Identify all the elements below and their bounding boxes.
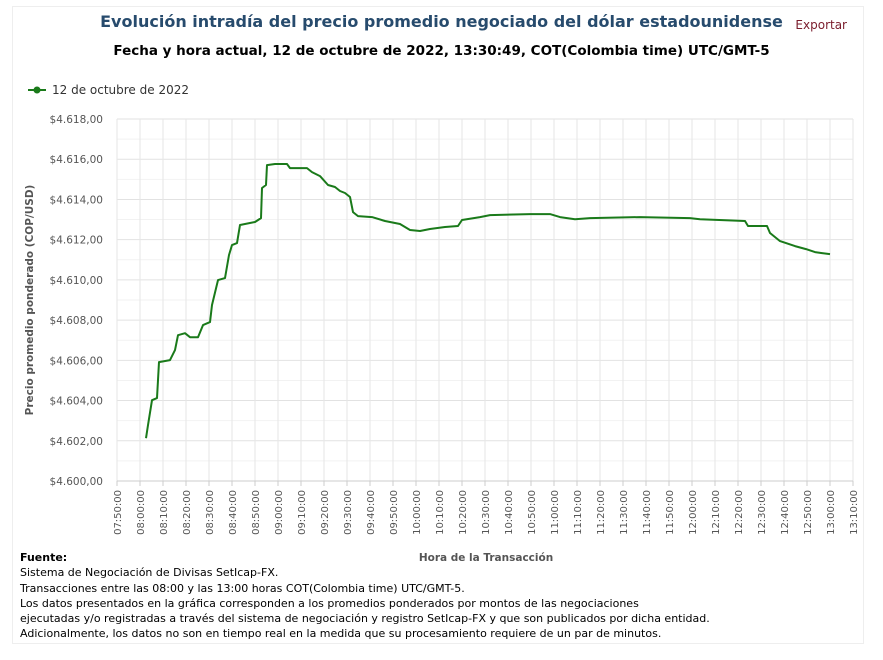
footnote-line: ejecutadas y/o registradas a través del … bbox=[20, 612, 710, 626]
footnote: Fuente: Sistema de Negociación de Divisa… bbox=[20, 550, 710, 642]
footnote-line: Transacciones entre las 08:00 y las 13:0… bbox=[20, 581, 465, 595]
footnote-line: Adicionalmente, los datos no son en tiem… bbox=[20, 627, 662, 641]
legend-marker-icon bbox=[28, 86, 46, 94]
legend-label: 12 de octubre de 2022 bbox=[52, 83, 189, 97]
legend-item[interactable]: 12 de octubre de 2022 bbox=[28, 83, 189, 97]
footnote-line: Sistema de Negociación de Divisas SetIca… bbox=[20, 566, 279, 580]
chart-subtitle: Fecha y hora actual, 12 de octubre de 20… bbox=[113, 43, 770, 59]
footnote-line: Los datos presentados en la gráfica corr… bbox=[20, 596, 639, 610]
chart-title: Evolución intradía del precio promedio n… bbox=[100, 12, 783, 31]
footnote-label: Fuente: bbox=[20, 551, 68, 564]
chart-card bbox=[12, 6, 864, 644]
export-button[interactable]: Exportar bbox=[795, 18, 847, 32]
